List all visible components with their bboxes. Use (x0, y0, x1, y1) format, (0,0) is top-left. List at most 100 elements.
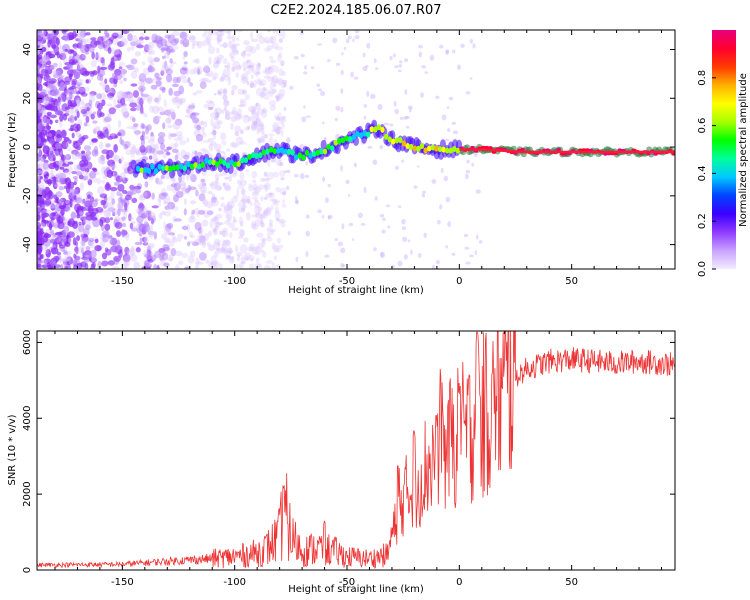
spectrogram-noise-blob (62, 55, 68, 63)
spectrogram-ridge-core (204, 157, 209, 164)
spectrogram-ridge-core (225, 162, 231, 169)
colorbar-tick-label: 0.8 (697, 70, 708, 86)
spectrogram-speckle (340, 247, 346, 254)
spectrogram-speckle (374, 196, 378, 201)
spectrogram-speckle (218, 207, 222, 212)
spectrogram-noise-blob (223, 246, 229, 256)
spectrogram-noise-blob (79, 215, 88, 220)
spectrogram-noise-blob (203, 103, 209, 109)
spectrogram-noise-blob (260, 136, 266, 142)
spectrogram-noise-blob (85, 224, 91, 230)
spectrogram-speckle (382, 217, 386, 221)
spectrogram-noise-blob (214, 173, 220, 181)
spectrogram-x-tick-label: -150 (111, 276, 134, 287)
spectrogram-speckle (452, 49, 456, 54)
spectrogram-speckle (389, 55, 393, 61)
spectrogram-noise-blob (257, 82, 264, 87)
spectrogram-ridge-core (319, 148, 324, 155)
spectrogram-noise-blob (227, 76, 232, 86)
spectrogram-noise-blob (75, 97, 81, 106)
spectrogram-noise-blob (123, 255, 131, 263)
spectrogram-noise-blob (203, 65, 211, 74)
spectrogram-noise-blob (78, 221, 82, 226)
spectrogram-noise-blob (127, 63, 134, 69)
spectrogram-speckle (267, 30, 271, 33)
spectrogram-noise-blob (156, 181, 164, 185)
spectrogram-speckle (399, 60, 403, 64)
spectrogram-noise-blob (37, 61, 42, 65)
spectrogram-noise-blob (52, 73, 61, 78)
spectrogram-noise-blob (210, 118, 214, 127)
spectrogram-noise-blob (214, 181, 220, 187)
spectrogram-noise-blob (198, 71, 202, 75)
spectrogram-noise-blob (213, 61, 220, 69)
spectrogram-noise-blob (254, 205, 261, 215)
spectrogram-noise-blob (214, 265, 219, 269)
colorbar-tick-label: 0.0 (697, 261, 708, 277)
spectrogram-noise-layer (37, 30, 483, 269)
spectrogram-speckle (391, 264, 395, 268)
spectrogram-noise-blob (49, 119, 53, 125)
spectrogram-noise-blob (274, 210, 281, 220)
spectrogram-ridge-core (437, 146, 443, 153)
spectrogram-noise-blob (168, 108, 175, 113)
spectrogram-noise-blob (172, 31, 179, 37)
spectrogram-noise-blob (130, 149, 136, 159)
spectrogram-noise-blob (220, 75, 224, 82)
spectrogram-noise-blob (41, 60, 46, 64)
spectrogram-noise-blob (88, 237, 95, 243)
spectrogram-noise-blob (116, 90, 125, 100)
spectrogram-noise-blob (69, 114, 75, 124)
spectrogram-noise-blob (54, 110, 63, 116)
spectrogram-speckle (282, 191, 287, 196)
spectrogram-noise-blob (62, 113, 68, 121)
spectrogram-noise-blob (223, 206, 229, 211)
spectrogram-noise-blob (138, 78, 145, 88)
spectrogram-speckle (286, 137, 291, 144)
spectrogram-noise-blob (159, 255, 165, 262)
spectrogram-speckle (242, 89, 247, 95)
spectrogram-speckle (405, 115, 410, 120)
spectrogram-speckle (394, 65, 399, 69)
spectrogram-noise-blob (256, 43, 260, 51)
colorbar-tick-label: 0.4 (697, 165, 708, 181)
spectrogram-noise-blob (268, 55, 274, 60)
spectrogram-speckle (401, 159, 405, 163)
spectrogram-noise-blob (207, 30, 214, 36)
spectrogram-noise-blob (89, 94, 96, 103)
spectrogram-noise-blob (226, 200, 235, 209)
spectrogram-noise-blob (252, 179, 257, 184)
spectrogram-noise-blob (233, 219, 238, 223)
spectrogram-noise-blob (105, 143, 111, 148)
spectrogram-noise-blob (266, 227, 271, 233)
spectrogram-noise-blob (224, 184, 232, 192)
spectrogram-speckle (277, 126, 282, 130)
spectrogram-noise-blob (142, 61, 146, 66)
spectrogram-noise-blob (37, 178, 42, 184)
spectrogram-noise-blob (54, 237, 62, 245)
spectrogram-noise-blob (114, 222, 123, 229)
spectrogram-noise-blob (254, 199, 259, 203)
spectrogram-noise-blob (170, 247, 177, 257)
spectrogram-noise-blob (278, 79, 284, 86)
spectrogram-noise-blob (242, 114, 250, 124)
spectrogram-speckle (295, 199, 299, 205)
spectrogram-speckle (223, 106, 227, 112)
spectrogram-noise-blob (37, 67, 40, 72)
spectrogram-speckle (389, 123, 394, 127)
spectrogram-noise-blob (231, 43, 236, 49)
spectrogram-noise-blob (164, 66, 170, 72)
spectrogram-speckle (342, 263, 346, 268)
spectrogram-noise-blob (64, 80, 70, 86)
spectrogram-noise-blob (60, 50, 68, 56)
spectrogram-noise-blob (231, 227, 240, 231)
spectrogram-noise-blob (55, 67, 64, 76)
spectrogram-noise-blob (41, 117, 49, 126)
spectrogram-noise-blob (276, 95, 282, 101)
spectrogram-ridge-core (294, 154, 299, 161)
spectrogram-speckle (446, 106, 450, 110)
spectrogram-speckle (226, 254, 231, 259)
spectrogram-noise-blob (251, 220, 257, 227)
spectrogram-noise-blob (273, 124, 277, 133)
spectrogram-noise-blob (229, 111, 234, 116)
